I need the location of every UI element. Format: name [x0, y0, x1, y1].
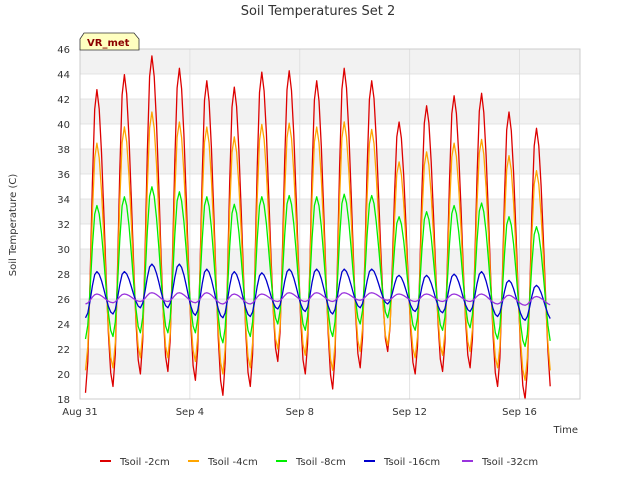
y-tick-label: 38: [57, 145, 70, 156]
series-line: [85, 292, 551, 306]
y-tick-label: 24: [57, 320, 70, 331]
y-axis-ticks: 18 20 22 24 26 28 30 32 34 36 38 40 42 44 46: [57, 45, 70, 406]
legend-label: Tsoil -16cm: [383, 457, 440, 468]
y-axis-label: Soil Temperature (C): [8, 174, 19, 277]
y-tick-label: 30: [57, 245, 70, 256]
y-tick-label: 34: [57, 195, 70, 206]
legend-label: Tsoil -2cm: [119, 457, 170, 468]
y-tick-label: 18: [57, 395, 70, 406]
y-tick-label: 42: [57, 95, 70, 106]
y-tick-label: 46: [57, 45, 70, 56]
badge-label: VR_met: [87, 38, 130, 49]
series-line: [84, 186, 551, 348]
y-tick-label: 22: [57, 345, 70, 356]
x-axis-label: Time: [553, 425, 578, 436]
y-tick-label: 32: [57, 220, 70, 231]
chart-title: Soil Temperatures Set 2: [241, 4, 396, 19]
y-tick-label: 20: [57, 370, 70, 381]
grid-band: [80, 99, 580, 124]
legend-label: Tsoil -8cm: [295, 457, 346, 468]
plot-border: [79, 48, 581, 400]
y-tick-label: 36: [57, 170, 70, 181]
legend-label: Tsoil -4cm: [207, 457, 258, 468]
legend-label: Tsoil -32cm: [481, 457, 538, 468]
legend: Tsoil -2cm Tsoil -4cm Tsoil -8cm Tsoil -16c…: [100, 457, 538, 468]
station-badge: VR_met: [79, 32, 140, 51]
badge-shape: [79, 32, 140, 51]
y-tick-label: 26: [57, 295, 70, 306]
grid-band: [80, 249, 580, 274]
plot-area: [79, 48, 581, 400]
y-tick-label: 40: [57, 120, 70, 131]
x-tick-label: Sep 16: [502, 407, 537, 418]
grid-band: [80, 149, 580, 174]
grid-band: [80, 49, 580, 74]
y-tick-label: 28: [57, 270, 70, 281]
grid-band: [80, 199, 580, 224]
series-lines: [84, 55, 551, 400]
x-tick-label: Sep 4: [176, 407, 204, 418]
series-line: [84, 263, 551, 321]
x-axis-ticks: Aug 31 Sep 4 Sep 8 Sep 12 Sep 16: [62, 407, 537, 418]
x-tick-label: Sep 12: [392, 407, 427, 418]
x-tick-label: Sep 8: [286, 407, 314, 418]
x-tick-label: Aug 31: [62, 407, 97, 418]
grid-bands: [80, 49, 580, 374]
y-tick-label: 44: [57, 70, 70, 81]
